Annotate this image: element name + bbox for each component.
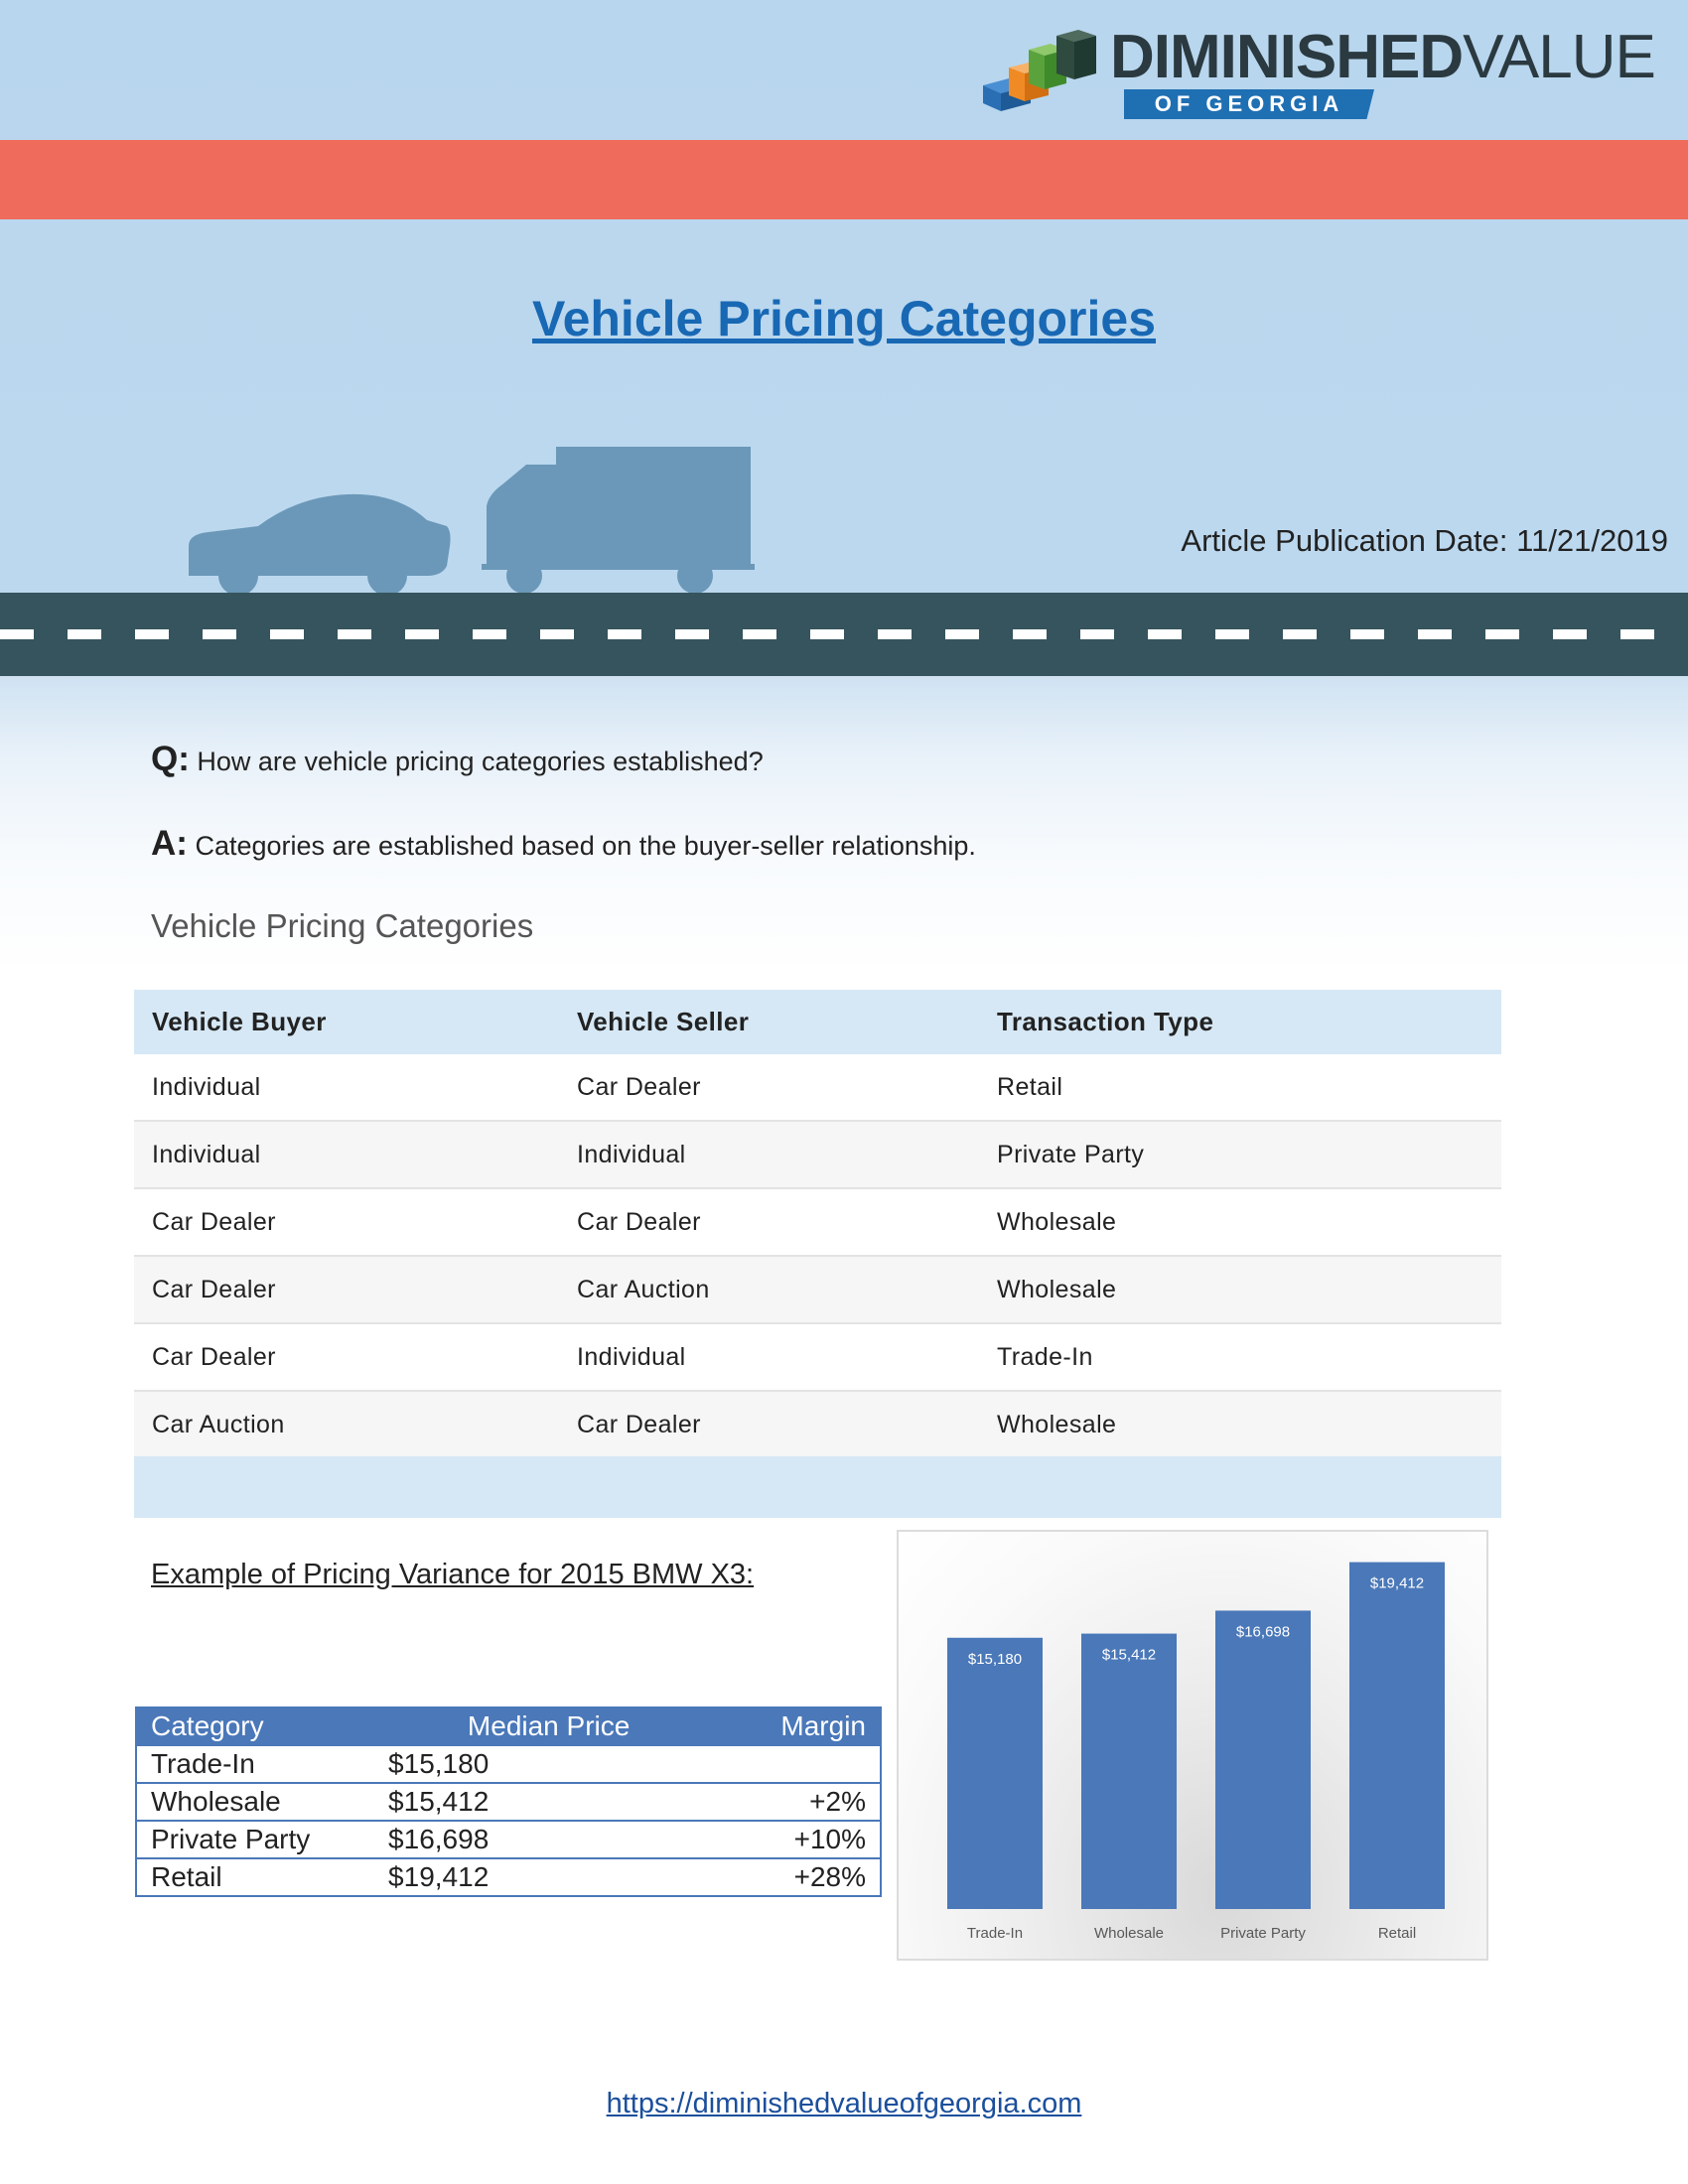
cell-median-price: $15,412 [341,1782,758,1821]
cell-seller: Individual [559,1323,979,1392]
example-title: Example of Pricing Variance for 2015 BMW… [151,1559,755,1590]
cell-median-price: $19,412 [341,1857,758,1896]
table-header-row: Vehicle Buyer Vehicle Seller Transaction… [134,990,1501,1054]
chart-data-label: $16,698 [1236,1623,1290,1640]
cell-seller: Individual [559,1121,979,1189]
table-row: Individual Individual Private Party [134,1121,1501,1189]
cell-median-price: $16,698 [341,1820,758,1858]
answer-text: Categories are established based on the … [195,831,976,861]
table-header-row: Category Median Price Margin [136,1707,881,1745]
chart-bar-wholesale [1081,1633,1177,1909]
cell-seller: Car Dealer [559,1054,979,1122]
question-label: Q: [151,740,190,778]
footer-website-link[interactable]: https://diminishedvalueofgeorgia.com [606,2088,1082,2119]
cell-buyer: Car Auction [134,1391,559,1459]
road-dashes [0,629,1688,639]
cell-margin: +2% [757,1782,881,1821]
chart-bar-trade-in [947,1637,1043,1909]
cell-transaction: Retail [979,1054,1501,1122]
price-bar-chart: $15,180 Trade-In $15,412 Wholesale $16,698 Pr… [897,1530,1488,1961]
section-title: Vehicle Pricing Categories [151,907,534,944]
cell-transaction: Private Party [979,1121,1501,1189]
cell-transaction: Trade-In [979,1323,1501,1392]
logo-word-light: VALUE [1463,23,1656,91]
answer-line: A: Categories are established based on t… [151,824,976,864]
cell-buyer: Individual [134,1121,559,1189]
cell-buyer: Car Dealer [134,1188,559,1257]
cell-median-price: $15,180 [341,1744,758,1783]
cell-seller: Car Dealer [559,1188,979,1257]
header-red-band [0,140,1688,219]
logo-wordmark: DIMINISHEDVALUE [1110,22,1656,93]
cell-transaction: Wholesale [979,1188,1501,1257]
chart-data-label: $19,412 [1370,1575,1424,1592]
chart-x-tick-label: Private Party [1220,1925,1306,1942]
table-row: Trade-In $15,180 [136,1744,881,1783]
cell-margin: +10% [757,1820,881,1858]
logo-word-bold: DIMINISHED [1110,23,1464,91]
bar-chart-svg: $15,180 Trade-In $15,412 Wholesale $16,698 Pr… [947,1562,1445,1942]
column-header-median-price: Median Price [341,1707,758,1745]
cell-margin: +28% [757,1857,881,1896]
cell-seller: Car Dealer [559,1391,979,1459]
logo-blocks-icon [983,30,1096,111]
chart-bar-private-party [1215,1610,1311,1909]
table-footer-band [134,1456,1501,1518]
column-header-category: Category [136,1707,341,1745]
chart-x-tick-label: Trade-In [967,1925,1023,1942]
cell-category: Wholesale [136,1782,341,1821]
vehicles-illustration-icon [189,447,755,596]
cell-seller: Car Auction [559,1256,979,1324]
table-row: Wholesale $15,412 +2% [136,1782,881,1821]
price-variance-table: Category Median Price Margin Trade-In $1… [135,1706,882,1897]
cell-category: Retail [136,1857,341,1896]
table-row: Car Auction Car Dealer Wholesale [134,1391,1501,1459]
column-header-seller: Vehicle Seller [559,990,979,1054]
chart-data-label: $15,180 [968,1651,1022,1668]
brand-logo[interactable]: DIMINISHEDVALUE OF GEORGIA [973,22,1658,126]
table-row: Retail $19,412 +28% [136,1857,881,1896]
chart-x-tick-label: Wholesale [1094,1925,1164,1942]
publication-date: Article Publication Date: 11/21/2019 [1181,523,1668,558]
cell-category: Trade-In [136,1744,341,1783]
answer-label: A: [151,824,188,863]
cell-category: Private Party [136,1820,341,1858]
page-title[interactable]: Vehicle Pricing Categories [531,291,1157,346]
cell-margin [757,1744,881,1783]
question-line: Q: How are vehicle pricing categories es… [151,740,764,779]
table-row: Individual Car Dealer Retail [134,1054,1501,1122]
chart-data-label: $15,412 [1102,1647,1156,1664]
chart-x-tick-label: Retail [1378,1925,1416,1942]
table-row: Car Dealer Car Auction Wholesale [134,1256,1501,1324]
cell-transaction: Wholesale [979,1391,1501,1459]
table-row: Car Dealer Individual Trade-In [134,1323,1501,1392]
pricing-categories-table: Vehicle Buyer Vehicle Seller Transaction… [134,990,1501,1459]
cell-buyer: Individual [134,1054,559,1122]
cell-buyer: Car Dealer [134,1323,559,1392]
table-row: Private Party $16,698 +10% [136,1820,881,1858]
cell-transaction: Wholesale [979,1256,1501,1324]
column-header-transaction: Transaction Type [979,990,1501,1054]
chart-bar-retail [1349,1562,1445,1909]
table-row: Car Dealer Car Dealer Wholesale [134,1188,1501,1257]
cell-buyer: Car Dealer [134,1256,559,1324]
logo-subtitle: OF GEORGIA [1124,89,1374,119]
column-header-buyer: Vehicle Buyer [134,990,559,1054]
column-header-margin: Margin [757,1707,881,1745]
question-text: How are vehicle pricing categories estab… [197,747,764,776]
